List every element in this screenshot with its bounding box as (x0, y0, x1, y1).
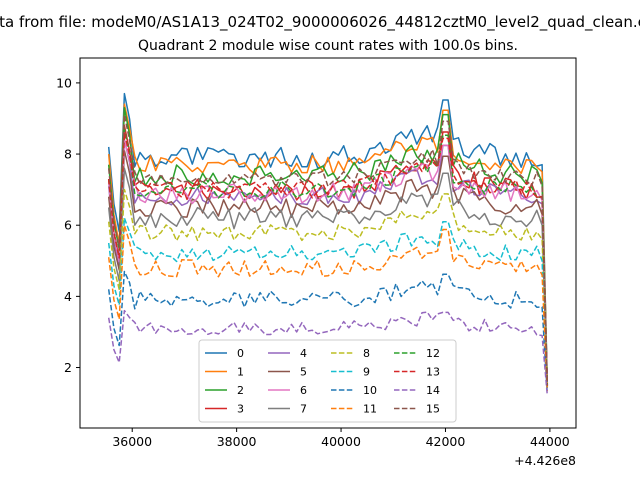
series-line-7 (107, 167, 549, 388)
legend-label-3: 3 (237, 403, 244, 416)
series-line-12 (107, 128, 549, 386)
plot-lines (107, 92, 549, 396)
x-tick-label: 44000 (530, 434, 570, 449)
legend-label-15: 15 (426, 403, 440, 416)
series-line-3 (107, 124, 549, 386)
legend-label-9: 9 (363, 366, 370, 379)
legend-label-2: 2 (237, 384, 244, 397)
series-line-0 (107, 92, 549, 384)
legend-label-4: 4 (300, 347, 307, 360)
x-offset-label: +4.426e8 (514, 453, 576, 468)
legend-label-11: 11 (363, 403, 377, 416)
series-line-10 (107, 270, 549, 394)
series-line-2 (107, 107, 549, 385)
series-line-11 (107, 224, 549, 392)
series-line-14 (107, 309, 549, 396)
series-line-8 (107, 188, 549, 389)
x-tick-label: 40000 (321, 434, 361, 449)
legend-label-7: 7 (300, 403, 307, 416)
x-tick-label: 36000 (112, 434, 152, 449)
series-line-15 (107, 114, 549, 385)
y-tick-label: 10 (56, 75, 72, 90)
legend-label-14: 14 (426, 384, 440, 397)
legend-label-6: 6 (300, 384, 307, 397)
x-tick-label: 38000 (217, 434, 257, 449)
y-tick-label: 8 (64, 147, 72, 162)
x-tick-label: 42000 (426, 434, 466, 449)
series-line-1 (107, 103, 549, 384)
legend-label-0: 0 (237, 347, 244, 360)
chart-title: Quadrant 2 module wise count rates with … (138, 38, 518, 54)
legend-label-13: 13 (426, 366, 440, 379)
legend-label-8: 8 (363, 347, 370, 360)
x-axis: 36000 38000 40000 42000 44000 (112, 428, 570, 449)
legend-label-1: 1 (237, 366, 244, 379)
y-axis: 2 4 6 8 10 (56, 75, 80, 375)
axes-frame (79, 57, 577, 429)
series-line-13 (107, 131, 549, 386)
y-tick-label: 2 (64, 360, 72, 375)
legend-label-10: 10 (363, 384, 377, 397)
figure-suptitle: Data from file: modeM0/AS1A13_024T02_900… (0, 13, 640, 32)
series-line-4 (107, 139, 549, 387)
legend-label-12: 12 (426, 347, 440, 360)
series-line-9 (107, 217, 549, 391)
legend-label-5: 5 (300, 366, 307, 379)
y-tick-label: 4 (64, 289, 72, 304)
y-tick-label: 6 (64, 218, 72, 233)
legend-box (198, 339, 457, 423)
